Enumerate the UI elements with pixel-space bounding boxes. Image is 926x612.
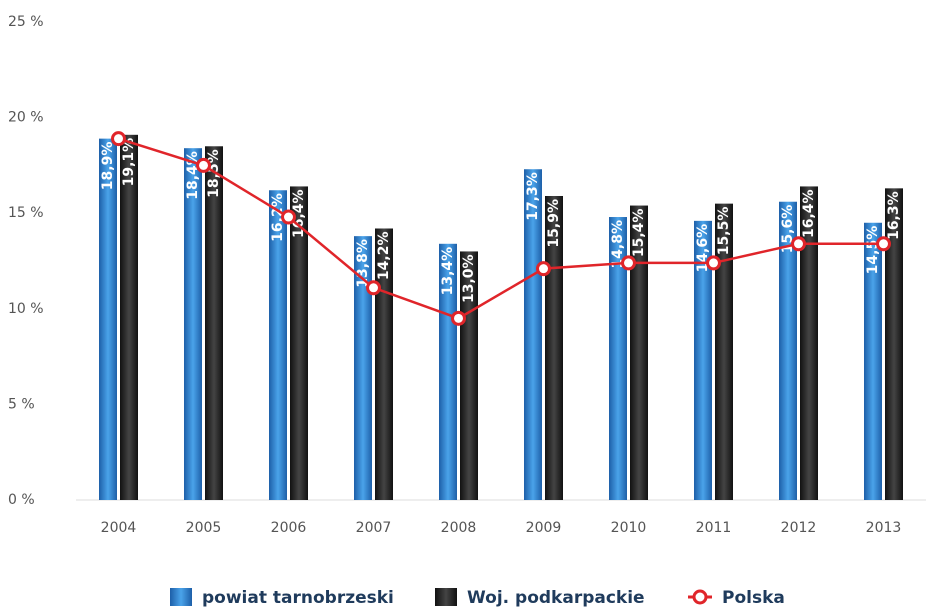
line	[118, 137, 884, 320]
legend-label: Woj. podkarpackie	[467, 588, 645, 608]
line-marker	[791, 236, 806, 252]
legend-marker	[692, 589, 708, 605]
y-tick-label: 20 %	[8, 110, 44, 126]
bar	[184, 148, 202, 500]
legend-label: powiat tarnobrzeski	[202, 588, 394, 608]
line-marker	[366, 280, 381, 296]
bar	[630, 205, 648, 500]
value-label: 16,4%	[291, 189, 307, 238]
x-tick-label: 2011	[696, 520, 732, 536]
legend-label: Polska	[722, 588, 785, 608]
y-tick-label: 5 %	[8, 396, 35, 412]
line-marker	[536, 261, 551, 277]
x-tick-label: 2008	[441, 520, 477, 536]
x-tick-label: 2007	[356, 520, 392, 536]
y-tick-label: 15 %	[8, 205, 44, 221]
value-label: 18,5%	[206, 149, 222, 198]
value-label: 19,1%	[121, 138, 137, 187]
bar	[269, 190, 287, 501]
bar	[609, 217, 627, 501]
bar	[120, 134, 138, 501]
bar	[864, 222, 882, 500]
value-label: 18,9%	[100, 142, 116, 191]
line-marker	[876, 236, 891, 252]
line-marker	[451, 310, 466, 326]
bar	[205, 146, 223, 500]
bar	[375, 228, 393, 500]
bar	[715, 203, 733, 500]
x-tick-label: 2005	[186, 520, 222, 536]
legend: powiat tarnobrzeski Woj. podkarpackie Po…	[170, 588, 785, 608]
line-marker	[111, 131, 126, 147]
line-marker	[196, 157, 211, 173]
bar	[439, 243, 457, 501]
bar	[800, 186, 818, 500]
y-tick-label: 10 %	[8, 301, 44, 317]
legend-swatch	[435, 588, 457, 606]
value-label: 15,9%	[546, 199, 562, 248]
bar	[354, 236, 372, 501]
value-label: 13,0%	[461, 254, 477, 303]
value-label: 13,4%	[440, 247, 456, 296]
x-tick-label: 2006	[271, 520, 307, 536]
value-label: 15,5%	[716, 207, 732, 256]
value-label: 14,8%	[610, 220, 626, 269]
bar	[779, 201, 797, 500]
value-label: 16,2%	[270, 193, 286, 242]
value-label: 18,4%	[185, 151, 201, 200]
value-label: 17,3%	[525, 172, 541, 221]
x-tick-label: 2004	[101, 520, 137, 536]
bar	[290, 186, 308, 500]
value-label: 14,2%	[376, 231, 392, 280]
legend-swatch	[170, 588, 192, 606]
x-tick-label: 2009	[526, 520, 562, 536]
line-marker	[621, 255, 636, 271]
value-label: 15,4%	[631, 209, 647, 258]
bar	[524, 169, 542, 500]
line-marker	[706, 255, 721, 271]
value-label: 14,5%	[865, 226, 881, 275]
bar	[99, 138, 117, 500]
value-label: 16,3%	[886, 191, 902, 240]
y-tick-label: 25 %	[8, 14, 44, 30]
x-tick-label: 2013	[866, 520, 902, 536]
y-tick-label: 0 %	[8, 492, 35, 508]
bar	[694, 220, 712, 500]
x-tick-label: 2012	[781, 520, 817, 536]
value-label: 16,4%	[801, 189, 817, 238]
line-marker	[281, 209, 296, 225]
x-tick-label: 2010	[611, 520, 647, 536]
bar	[885, 188, 903, 500]
